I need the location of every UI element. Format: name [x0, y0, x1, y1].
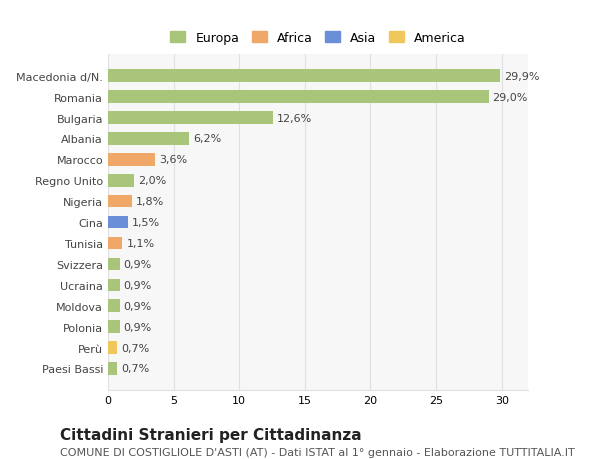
Text: 2,0%: 2,0% [138, 176, 166, 186]
Text: Cittadini Stranieri per Cittadinanza: Cittadini Stranieri per Cittadinanza [60, 427, 362, 442]
Bar [108, 133, 190, 146]
Bar [108, 70, 500, 83]
Text: 0,9%: 0,9% [124, 301, 152, 311]
Bar [108, 300, 120, 312]
Text: 6,2%: 6,2% [193, 134, 221, 144]
Text: 0,9%: 0,9% [124, 322, 152, 332]
Bar [108, 321, 120, 333]
Text: 0,7%: 0,7% [121, 364, 149, 374]
Bar [108, 279, 120, 291]
Legend: Europa, Africa, Asia, America: Europa, Africa, Asia, America [167, 28, 469, 48]
Bar [108, 174, 134, 187]
Text: 29,9%: 29,9% [505, 72, 540, 82]
Bar [108, 154, 155, 166]
Bar [108, 237, 122, 250]
Bar [108, 258, 120, 271]
Bar [108, 91, 488, 104]
Text: 1,8%: 1,8% [136, 197, 164, 207]
Bar [108, 216, 128, 229]
Text: 12,6%: 12,6% [277, 113, 313, 123]
Text: COMUNE DI COSTIGLIOLE D'ASTI (AT) - Dati ISTAT al 1° gennaio - Elaborazione TUTT: COMUNE DI COSTIGLIOLE D'ASTI (AT) - Dati… [60, 448, 575, 458]
Text: 1,1%: 1,1% [127, 239, 155, 248]
Text: 29,0%: 29,0% [493, 92, 528, 102]
Text: 0,9%: 0,9% [124, 280, 152, 290]
Text: 0,7%: 0,7% [121, 343, 149, 353]
Text: 0,9%: 0,9% [124, 259, 152, 269]
Bar [108, 196, 131, 208]
Text: 3,6%: 3,6% [159, 155, 187, 165]
Text: 1,5%: 1,5% [131, 218, 160, 228]
Bar [108, 363, 117, 375]
Bar [108, 112, 274, 124]
Bar [108, 341, 117, 354]
